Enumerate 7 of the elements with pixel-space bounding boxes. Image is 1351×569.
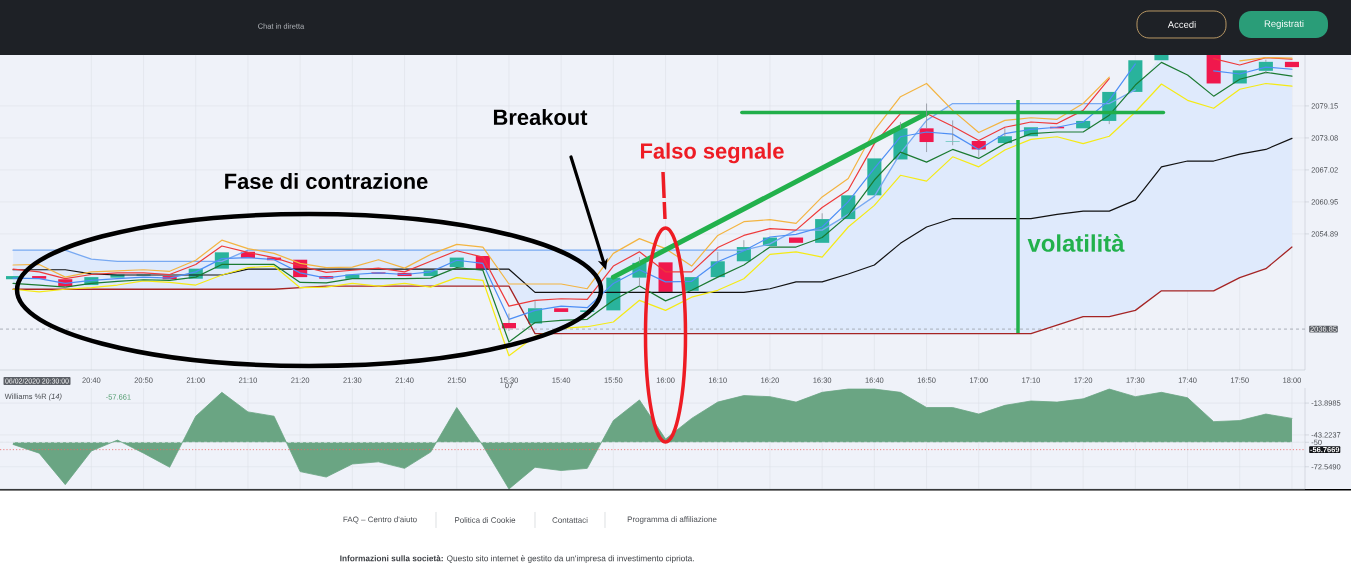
annotation: volatilità xyxy=(1027,234,1125,252)
text: Accedi xyxy=(1167,21,1196,28)
annotation: Fase di contrazione xyxy=(225,172,428,190)
text: Informazioni sulla società: Questo sito internet è gestito da un'impresa di investimento cipriota. xyxy=(340,555,694,563)
annotation: Breakout xyxy=(493,108,588,126)
annotation: Falso segnale xyxy=(640,142,784,164)
text: Registrati xyxy=(1264,20,1304,29)
